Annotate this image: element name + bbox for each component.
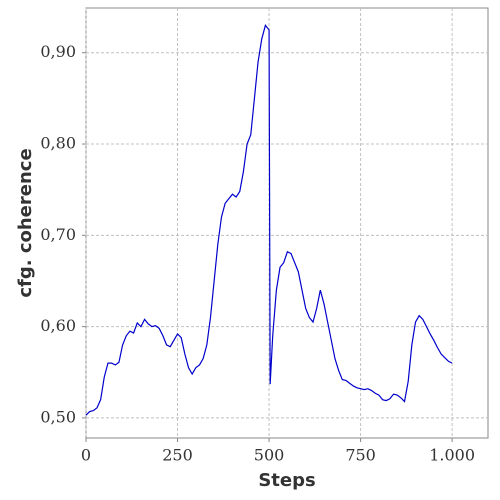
y-tick-label: 0,60	[40, 316, 76, 335]
data-line	[85, 24, 453, 416]
x-tick-label: 0	[81, 446, 91, 465]
x-tick-label: 250	[162, 446, 193, 465]
x-tick-label: 500	[254, 446, 285, 465]
x-tick-label: 750	[345, 446, 376, 465]
x-tick-label: 1.000	[429, 446, 475, 465]
y-tick-label: 0,50	[40, 407, 76, 426]
plot-area	[85, 7, 489, 439]
x-axis-title: Steps	[258, 470, 315, 491]
y-tick-label: 0,80	[40, 134, 76, 153]
y-axis-title: cfg. coherence	[15, 148, 36, 297]
y-tick-label: 0,90	[40, 42, 76, 61]
y-tick-label: 0,70	[40, 225, 76, 244]
